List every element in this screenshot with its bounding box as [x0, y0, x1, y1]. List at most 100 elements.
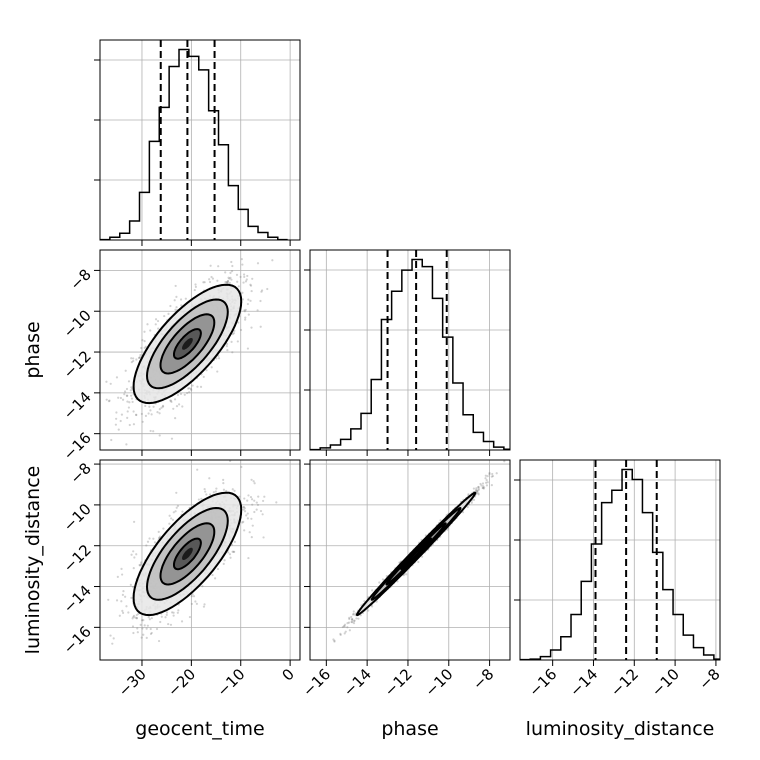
scatter-point: [261, 499, 265, 503]
scatter-point: [247, 494, 250, 497]
xtick-label-geocent_time: −30: [115, 665, 150, 700]
scatter-point: [476, 489, 479, 492]
scatter-point: [226, 342, 229, 346]
scatter-point: [143, 340, 146, 343]
scatter-point: [214, 490, 217, 493]
scatter-point: [140, 561, 143, 564]
scatter-point: [144, 345, 148, 348]
scatter-point: [125, 394, 128, 397]
scatter-point: [237, 321, 240, 324]
scatter-point: [121, 398, 125, 401]
ytick-label-luminosity_distance: −16: [60, 622, 95, 657]
scatter-point: [108, 399, 111, 402]
scatter-point: [353, 619, 356, 623]
scatter-point: [483, 486, 486, 489]
scatter-point: [149, 632, 153, 636]
scatter-point: [367, 609, 370, 612]
scatter-point: [188, 387, 191, 390]
scatter-point: [132, 520, 136, 523]
scatter-point: [128, 423, 131, 427]
scatter-point: [194, 283, 197, 286]
scatter-point: [476, 489, 479, 493]
scatter-point: [385, 574, 388, 578]
scatter-point: [467, 493, 470, 496]
scatter-point: [246, 274, 249, 278]
scatter-point: [216, 567, 220, 571]
scatter-point: [229, 271, 232, 275]
scatter-point: [109, 634, 112, 637]
contour-line: [159, 313, 216, 375]
scatter-point: [105, 380, 108, 383]
scatter-point: [142, 633, 145, 636]
scatter-point: [144, 404, 147, 408]
scatter-point: [235, 273, 239, 276]
scatter-point: [482, 486, 485, 489]
scatter-point: [93, 393, 95, 395]
scatter-point: [192, 595, 196, 598]
scatter-point: [266, 287, 269, 291]
scatter-point: [139, 356, 142, 359]
ytick-label-phase: −12: [60, 347, 95, 382]
scatter-point: [180, 304, 183, 307]
scatter-point: [202, 605, 206, 608]
scatter-point: [225, 345, 228, 348]
scatter-point: [238, 495, 241, 498]
scatter-point: [181, 510, 184, 513]
scatter-point: [241, 521, 244, 524]
scatter-point: [138, 356, 141, 359]
xlabel-geocent-time: geocent_time: [135, 718, 264, 740]
scatter-point: [247, 313, 250, 316]
scatter-point: [195, 602, 198, 605]
scatter-point: [116, 575, 119, 579]
contour-line: [159, 522, 216, 586]
scatter-point: [204, 490, 207, 493]
scatter-point: [176, 504, 180, 507]
scatter-point: [211, 277, 215, 280]
scatter-point: [228, 281, 231, 285]
scatter-point: [139, 623, 142, 626]
scatter-point: [251, 503, 254, 506]
scatter-point: [241, 291, 244, 294]
scatter-point: [351, 618, 354, 622]
scatter-point: [177, 609, 180, 612]
scatter-point: [200, 497, 203, 500]
scatter-point: [202, 375, 205, 378]
scatter-point: [480, 484, 483, 487]
scatter-point: [243, 529, 246, 532]
scatter-point: [124, 369, 127, 372]
scatter-point: [184, 297, 187, 300]
scatter-point: [491, 474, 495, 478]
scatter-point: [177, 403, 181, 406]
scatter-point: [191, 593, 194, 596]
scatter-point: [123, 393, 126, 396]
scatter-point: [230, 278, 233, 281]
scatter-point: [348, 617, 351, 621]
scatter-point: [216, 279, 219, 282]
scatter-point: [173, 398, 177, 401]
scatter-point: [472, 498, 476, 501]
scatter-point: [145, 544, 148, 547]
scatter-point: [239, 328, 243, 332]
scatter-point: [203, 603, 206, 606]
scatter-point: [346, 622, 349, 625]
scatter-point: [352, 610, 355, 613]
density-level: [182, 547, 193, 560]
scatter-point: [121, 573, 124, 576]
scatter-point: [260, 289, 264, 292]
contour-line: [173, 537, 202, 571]
scatter-point: [147, 616, 150, 619]
scatter-point: [126, 416, 129, 419]
scatter-point: [130, 361, 133, 364]
scatter-point: [135, 617, 138, 620]
scatter-point: [353, 619, 356, 622]
scatter-point: [160, 406, 163, 409]
scatter-point: [205, 369, 208, 372]
scatter-point: [224, 271, 227, 274]
scatter-point: [149, 329, 152, 332]
scatter-point: [488, 471, 491, 475]
scatter-point: [143, 346, 146, 349]
scatter-point: [190, 602, 193, 606]
scatter-point: [132, 359, 135, 363]
scatter-point: [141, 338, 144, 342]
